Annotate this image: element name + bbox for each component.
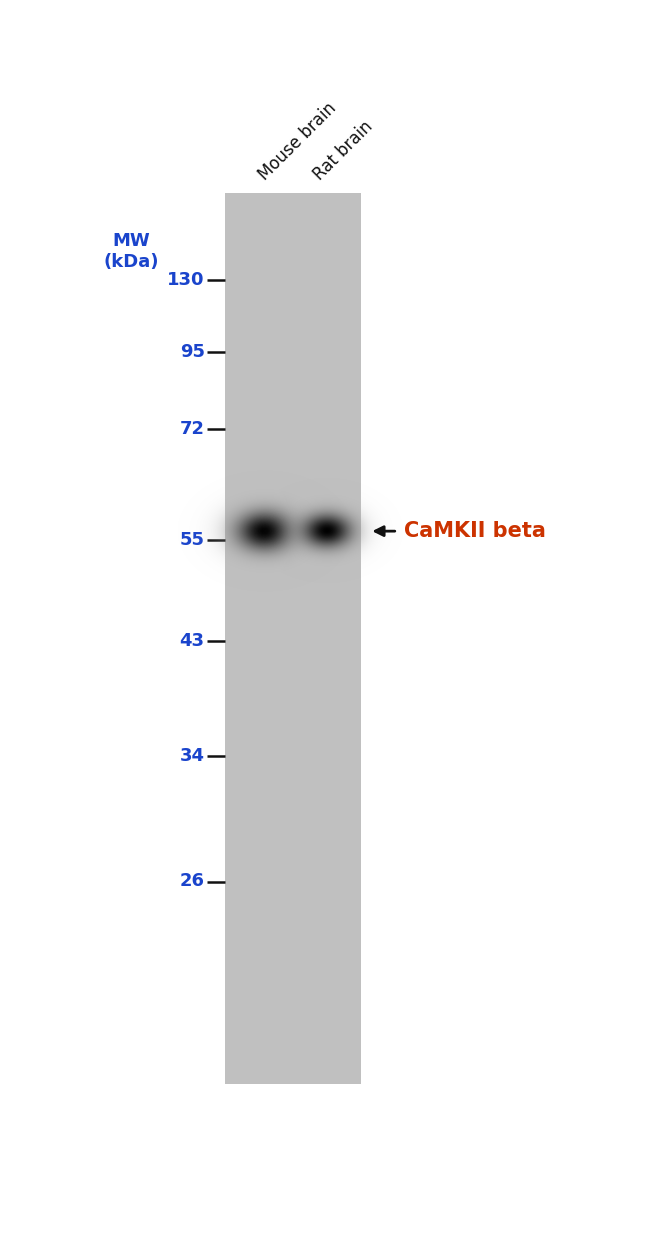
Text: 72: 72	[179, 420, 205, 437]
Text: Rat brain: Rat brain	[310, 118, 376, 184]
Text: 95: 95	[179, 342, 205, 361]
Text: Mouse brain: Mouse brain	[255, 99, 340, 184]
Text: 43: 43	[179, 631, 205, 650]
Text: 26: 26	[179, 872, 205, 890]
Text: 130: 130	[167, 271, 205, 289]
Text: CaMKII beta: CaMKII beta	[404, 521, 545, 541]
Text: 55: 55	[179, 531, 205, 549]
Text: MW
(kDa): MW (kDa)	[104, 231, 159, 270]
Bar	[225, 194, 361, 1084]
Text: 34: 34	[179, 748, 205, 765]
